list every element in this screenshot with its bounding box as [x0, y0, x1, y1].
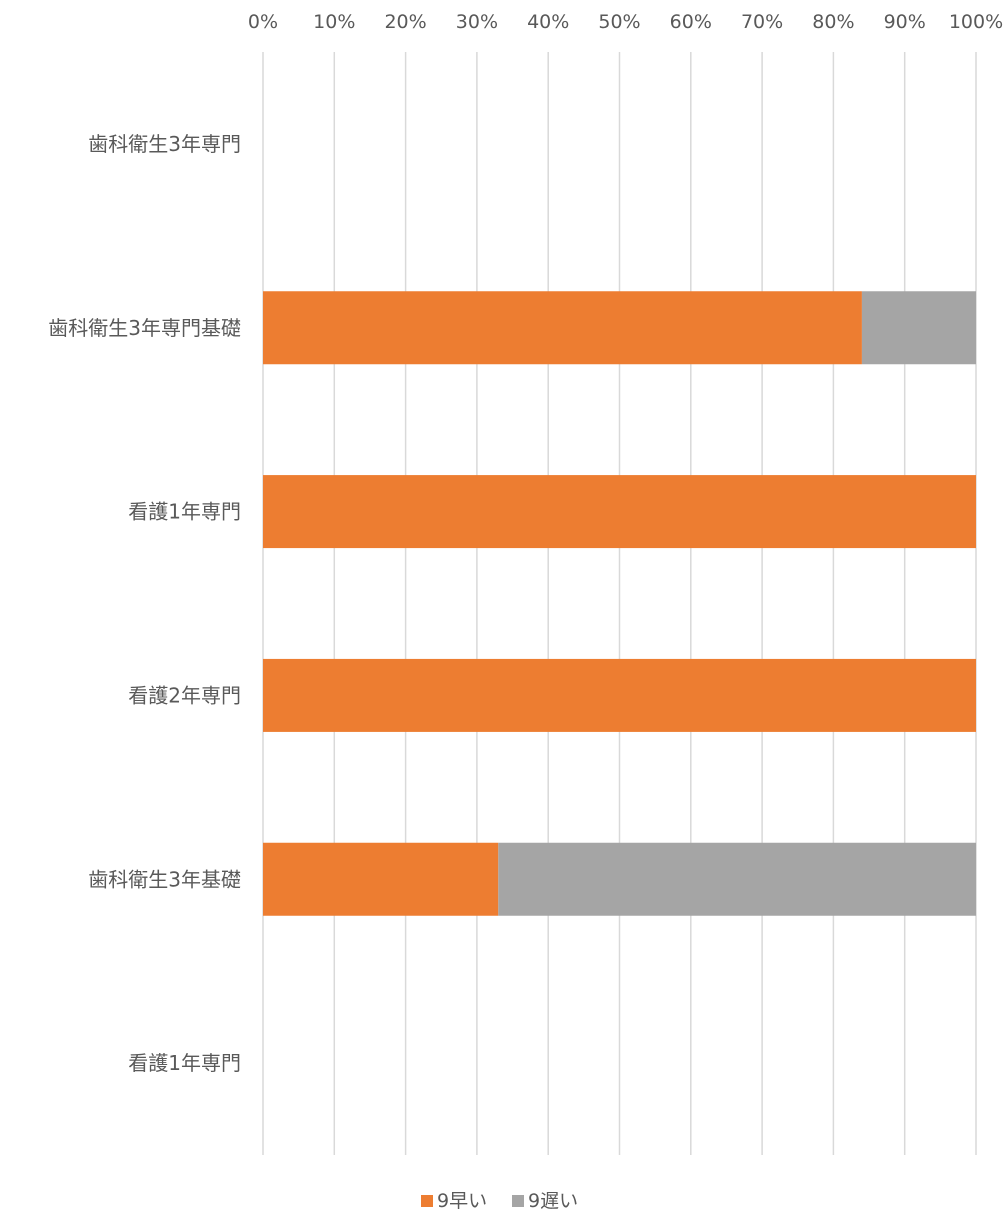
legend-swatch-1: [512, 1195, 524, 1207]
x-tick-label: 10%: [313, 11, 355, 33]
bar-segment-2-0: [263, 475, 976, 549]
category-label: 看護1年専門: [128, 1051, 241, 1075]
x-tick-label: 60%: [670, 11, 712, 33]
legend: 9早い 9遅い: [421, 1190, 578, 1212]
x-tick-label: 40%: [527, 11, 569, 33]
category-label: 看護2年専門: [128, 683, 241, 707]
x-tick-label: 30%: [456, 11, 498, 33]
legend-swatch-0: [421, 1195, 433, 1207]
x-tick-label: 80%: [812, 11, 854, 33]
x-axis-ticks: 0% 10% 20% 30% 40% 50% 60% 70% 80% 90% 100%: [248, 11, 1003, 33]
x-tick-label: 0%: [248, 11, 278, 33]
bar-segment-1-0: [263, 291, 862, 365]
category-label: 歯科衛生3年専門: [88, 132, 241, 156]
category-label: 看護1年専門: [128, 500, 241, 524]
bar-segment-3-0: [263, 658, 976, 732]
x-tick-label: 70%: [741, 11, 783, 33]
x-tick-label: 90%: [884, 11, 926, 33]
bar-segment-1-1: [861, 291, 976, 365]
category-label: 歯科衛生3年基礎: [88, 867, 241, 891]
x-tick-label: 50%: [598, 11, 640, 33]
category-labels: 歯科衛生3年専門歯科衛生3年専門基礎看護1年専門看護2年専門歯科衛生3年基礎看護…: [48, 132, 241, 1075]
category-label: 歯科衛生3年専門基礎: [48, 316, 241, 340]
bars: [263, 291, 976, 916]
gridlines: [262, 52, 977, 1155]
legend-label: 9早い: [437, 1190, 487, 1212]
bar-segment-4-0: [263, 842, 499, 916]
x-tick-label: 100%: [949, 11, 1003, 33]
legend-label: 9遅い: [528, 1190, 578, 1212]
x-tick-label: 20%: [384, 11, 426, 33]
bar-segment-4-1: [498, 842, 976, 916]
